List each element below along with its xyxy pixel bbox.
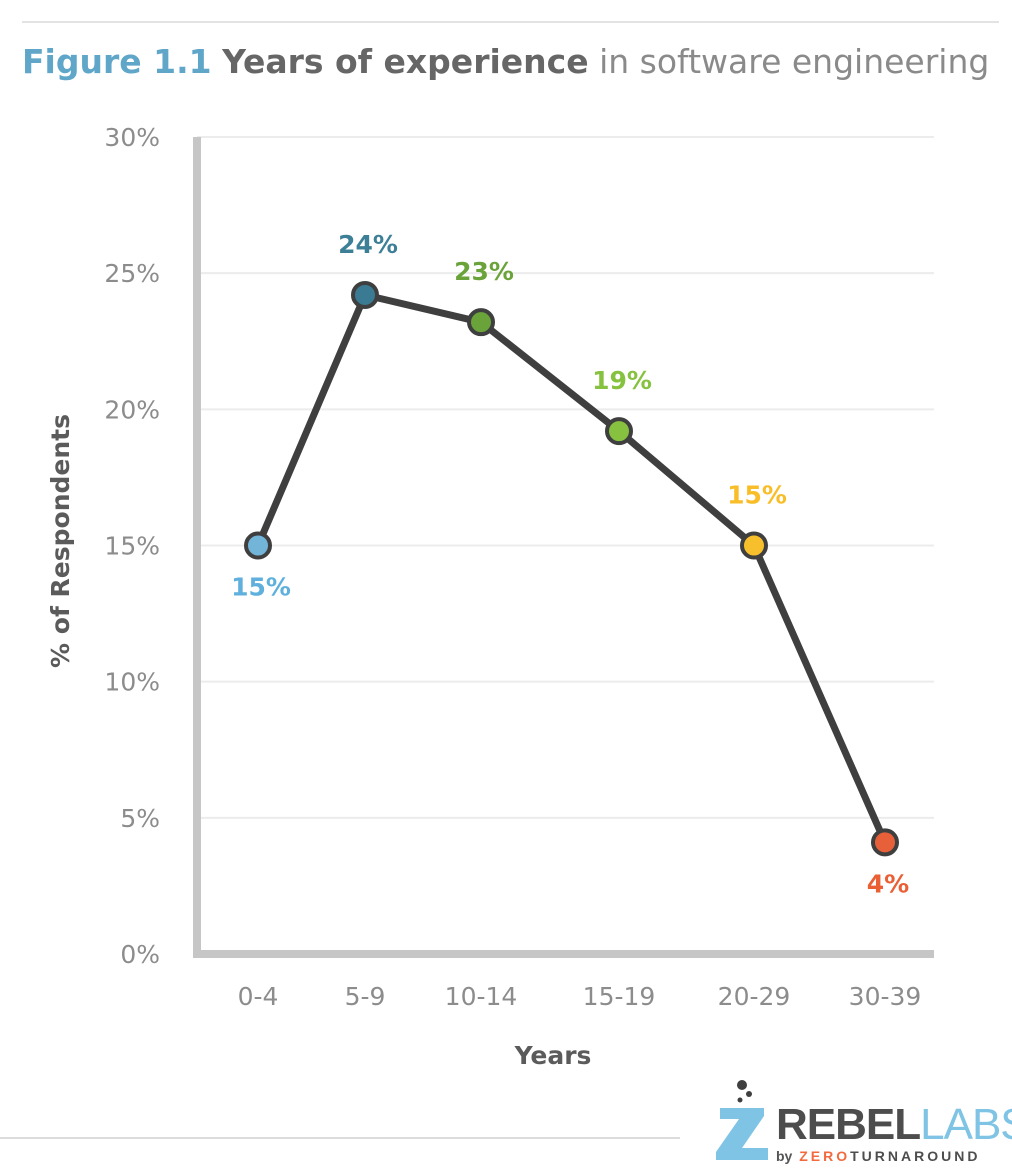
rebellabs-logo: REBELLABS by ZEROTURNAROUND: [708, 1078, 1012, 1168]
figure-title: Figure 1.1 Years of experience in softwa…: [22, 42, 989, 81]
figure-number: Figure 1.1: [22, 42, 212, 81]
y-tick-label: 25%: [104, 259, 160, 288]
data-label: 19%: [592, 366, 652, 395]
data-label: 24%: [338, 230, 398, 259]
data-point: [351, 280, 379, 309]
x-tick-label: 15-19: [583, 982, 656, 1011]
data-point: [244, 531, 272, 560]
data-label: 15%: [231, 573, 291, 602]
data-label: 4%: [867, 869, 909, 898]
data-point: [605, 417, 633, 446]
x-tick-label: 0-4: [238, 982, 279, 1011]
figure-title-sub: in software engineering: [599, 42, 990, 81]
y-axis-title: % of Respondents: [46, 414, 75, 668]
x-tick-label: 10-14: [445, 982, 518, 1011]
x-tick-label: 20-29: [718, 982, 791, 1011]
y-tick-label: 0%: [120, 940, 160, 969]
series-line: [254, 291, 889, 846]
data-label: 15%: [727, 481, 787, 510]
data-label: 23%: [454, 257, 514, 286]
logo-wordmark: REBELLABS: [776, 1100, 1012, 1149]
x-tick-label: 30-39: [849, 982, 922, 1011]
flask-icon: [716, 1080, 768, 1160]
data-point: [871, 828, 899, 857]
x-axis-title: Years: [514, 1041, 592, 1070]
x-tick-label: 5-9: [345, 982, 386, 1011]
y-tick-label: 15%: [104, 532, 160, 561]
top-divider: [22, 21, 999, 23]
data-point: [467, 308, 495, 337]
y-tick-label: 30%: [104, 123, 160, 152]
figure-title-main: Years of experience: [222, 42, 589, 81]
logo-byline: by ZEROTURNAROUND: [776, 1148, 981, 1164]
y-tick-label: 5%: [120, 804, 160, 833]
y-tick-label: 10%: [104, 668, 160, 697]
bottom-divider: [0, 1137, 680, 1139]
y-tick-label: 20%: [104, 395, 160, 424]
data-point: [740, 531, 768, 560]
line-chart: 0% 5% 10% 15% 20% 25% 30% 0-4 5-9 10-14 15-19 20-29…: [46, 123, 934, 1070]
